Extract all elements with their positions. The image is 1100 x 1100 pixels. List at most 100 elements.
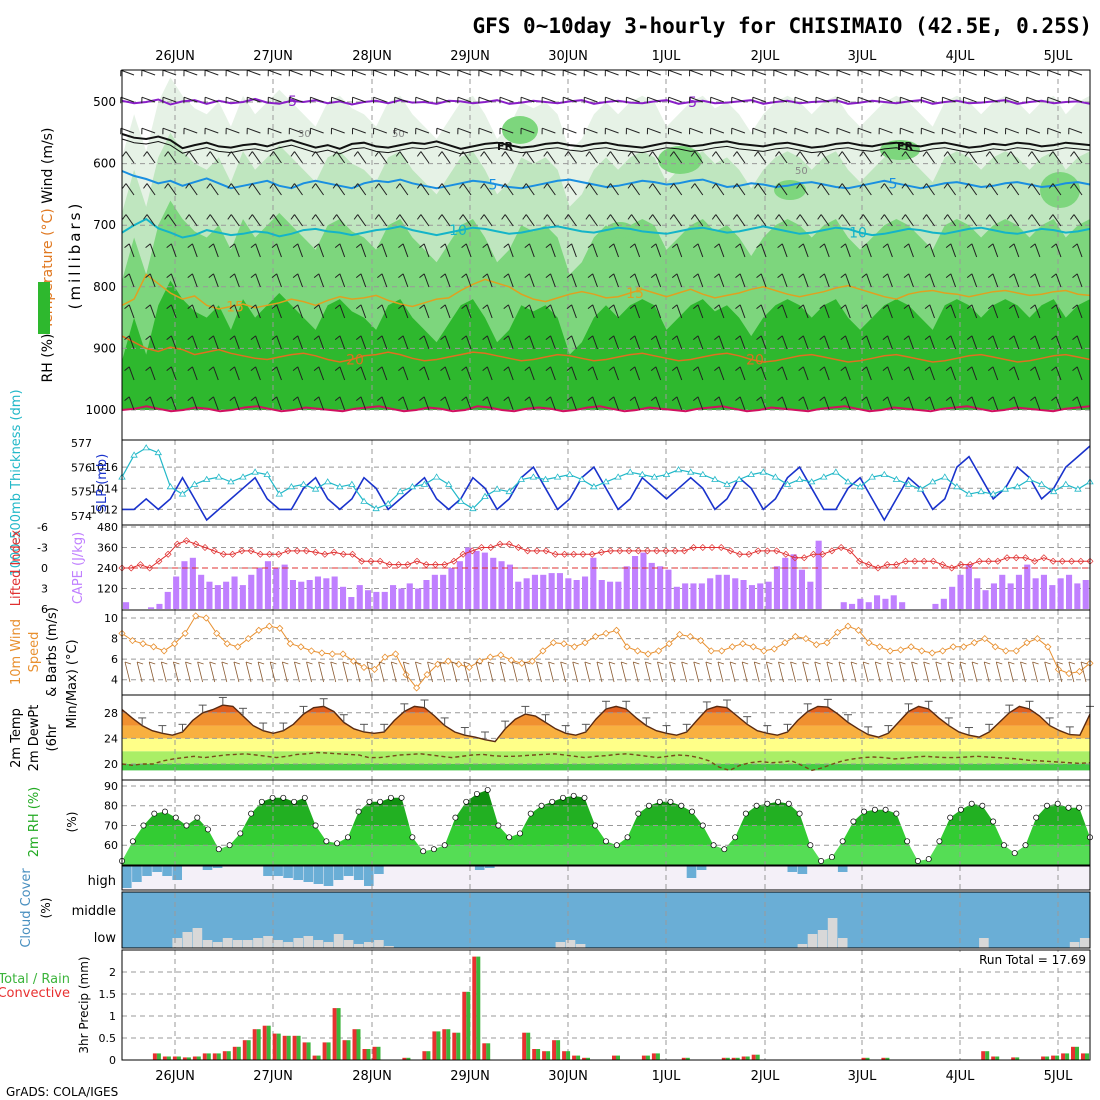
precip-convective-bar	[861, 1057, 866, 1060]
wind-barb	[381, 304, 388, 319]
cape-bar	[682, 583, 689, 609]
wind-barb	[352, 96, 366, 103]
wind-barb	[255, 366, 261, 381]
day-label-top: 5JUL	[1044, 49, 1074, 64]
wind-barb-feather	[608, 273, 615, 278]
wind-barb	[605, 96, 619, 103]
precip-total-bar	[236, 1046, 241, 1060]
wind-barb	[170, 273, 177, 288]
wind-barb	[968, 214, 978, 227]
wind-barb	[352, 127, 366, 134]
wind-barb-feather	[606, 151, 611, 157]
wind-barb-feather	[503, 335, 509, 340]
li-point	[754, 547, 762, 555]
pressure-tick-label: 600	[93, 157, 116, 171]
thickness-tick-label: 576	[71, 461, 92, 474]
wind-barb-feather	[419, 335, 425, 340]
wind-barb	[984, 96, 998, 103]
surface-wind-barb-feather	[415, 661, 422, 665]
wind-barb	[315, 214, 325, 227]
wind-barb	[504, 151, 514, 164]
cloud-high-bar	[202, 866, 213, 870]
cape-bar	[490, 557, 497, 610]
cloud-low-gap-bar	[575, 944, 586, 948]
precip-convective-bar	[991, 1056, 996, 1060]
cloud-high-bar	[273, 866, 283, 876]
wind-barb-feather	[711, 214, 717, 220]
wind-barb	[462, 151, 472, 164]
wind-speed-point	[865, 639, 873, 647]
wind-barb	[752, 69, 767, 76]
surface-wind-barb-feather	[633, 661, 640, 665]
cape-bar	[289, 580, 296, 609]
precip-ylabel: 3hr Precip (mm)	[77, 956, 91, 1053]
li-point	[800, 554, 808, 562]
wind-barb-feather	[187, 366, 193, 371]
wind-barb-feather	[964, 214, 970, 220]
dewpoint-line	[121, 751, 1091, 772]
cloud-low-gap-bar	[323, 942, 334, 948]
slp-tick-label: 1014	[90, 482, 118, 495]
wind-barb	[120, 69, 135, 76]
wind-barb	[760, 304, 767, 319]
thickness-point	[807, 478, 816, 485]
wind-barb-feather	[377, 335, 383, 340]
isotherm-5-label: 5	[489, 178, 498, 194]
rh-point	[560, 794, 566, 801]
wind-speed-point	[518, 659, 526, 667]
wind-barb	[146, 151, 156, 164]
surface-wind-barb-feather	[1044, 661, 1051, 665]
day-label-bottom: 30JUN	[548, 1069, 588, 1084]
rh-point	[699, 822, 706, 829]
wind-barb-feather	[145, 396, 151, 401]
wind-barb-feather	[440, 304, 446, 309]
wind-barb-feather	[459, 151, 464, 157]
precip-total-bar	[735, 1057, 740, 1060]
wind-barb	[507, 273, 514, 288]
wind-barb	[170, 304, 177, 319]
wind-barb-feather	[566, 304, 572, 309]
wind-speed-point	[360, 663, 368, 671]
cape-bar	[331, 576, 338, 609]
wind-barb-feather	[482, 273, 488, 278]
rh-point	[226, 842, 233, 849]
wind-barb	[905, 214, 914, 227]
wind-barb-feather	[671, 335, 678, 340]
isotherm-freezing	[121, 133, 1091, 150]
wind-barb	[357, 183, 367, 196]
wind-barb	[507, 335, 514, 350]
thickness-point	[614, 473, 622, 480]
wind-barb-feather	[901, 214, 906, 220]
wind-barb-feather	[440, 243, 446, 248]
wind-barb-feather	[859, 183, 864, 189]
surface-wind-barb-feather	[838, 661, 846, 665]
surface-wind-barb-feather	[354, 661, 362, 665]
wind-barb	[213, 335, 219, 350]
surface-wind-barb-feather	[693, 661, 700, 665]
wind-barb-feather	[840, 366, 846, 371]
cape-bar	[356, 585, 363, 609]
wind-barb	[634, 396, 641, 411]
precip-total-bar	[356, 1029, 361, 1060]
wind-barb-feather	[585, 183, 590, 189]
surface-wind-barb-feather	[875, 661, 882, 665]
wind-barb-feather	[124, 366, 130, 371]
rh-point	[678, 802, 685, 809]
precip-convective-bar	[981, 1051, 986, 1060]
wind-barb	[162, 69, 177, 76]
wind-barb-feather	[1070, 183, 1075, 189]
wind-barb	[757, 183, 767, 196]
thickness-point	[432, 473, 441, 480]
wind-barb	[315, 183, 325, 196]
wind-speed-point	[644, 650, 652, 658]
rh-point	[334, 840, 341, 847]
wind-barb	[462, 214, 472, 227]
wind-barb	[191, 304, 198, 319]
wind-barb-feather	[1051, 396, 1057, 401]
surface-wind-barb-feather	[766, 661, 773, 665]
rh-90-band	[122, 280, 1090, 410]
wind-barb	[697, 243, 704, 258]
wind-barb	[230, 183, 240, 196]
wind-barb	[647, 96, 661, 103]
